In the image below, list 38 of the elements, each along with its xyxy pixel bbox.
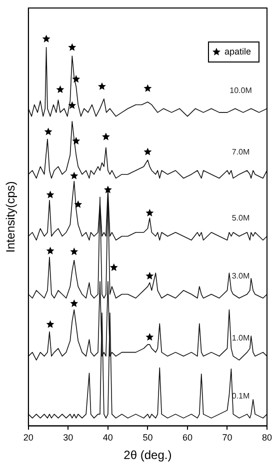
point: [68, 43, 76, 51]
series-label: 1.0M: [232, 333, 250, 342]
series-label: 7.0M: [232, 148, 250, 157]
point: [42, 34, 50, 42]
point: [110, 263, 118, 271]
point: [56, 85, 64, 94]
x-tick-label: 70: [222, 432, 232, 443]
x-tick-label: 30: [63, 432, 74, 443]
x-tick-label: 40: [102, 432, 113, 443]
point: [70, 248, 78, 256]
point: [146, 333, 154, 341]
point: [46, 190, 54, 198]
point: [72, 136, 80, 144]
point: [44, 128, 52, 136]
point: [70, 172, 78, 180]
point: [46, 246, 54, 254]
x-tick-label: 20: [23, 432, 34, 443]
point: [104, 186, 112, 194]
x-tick-label: 80: [262, 432, 272, 443]
point: [46, 320, 54, 328]
point: [70, 299, 78, 307]
point: [146, 272, 154, 280]
x-tick-label: 60: [182, 432, 192, 443]
point: [72, 74, 80, 83]
x-axis-title: 2θ (deg.): [124, 448, 172, 462]
point: [102, 132, 110, 140]
legend-label: apatile: [224, 46, 252, 56]
point: [98, 82, 106, 90]
x-tick-label: 50: [142, 432, 153, 443]
point: [74, 200, 82, 208]
point: [144, 148, 152, 156]
series-label: 10.0M: [230, 86, 252, 95]
point: [144, 84, 152, 92]
series-label: 3.0M: [232, 271, 250, 280]
point: [146, 208, 154, 216]
series-label: 5.0M: [232, 213, 250, 222]
y-axis-title: Intensity(cps): [4, 181, 18, 253]
point: [68, 101, 76, 109]
